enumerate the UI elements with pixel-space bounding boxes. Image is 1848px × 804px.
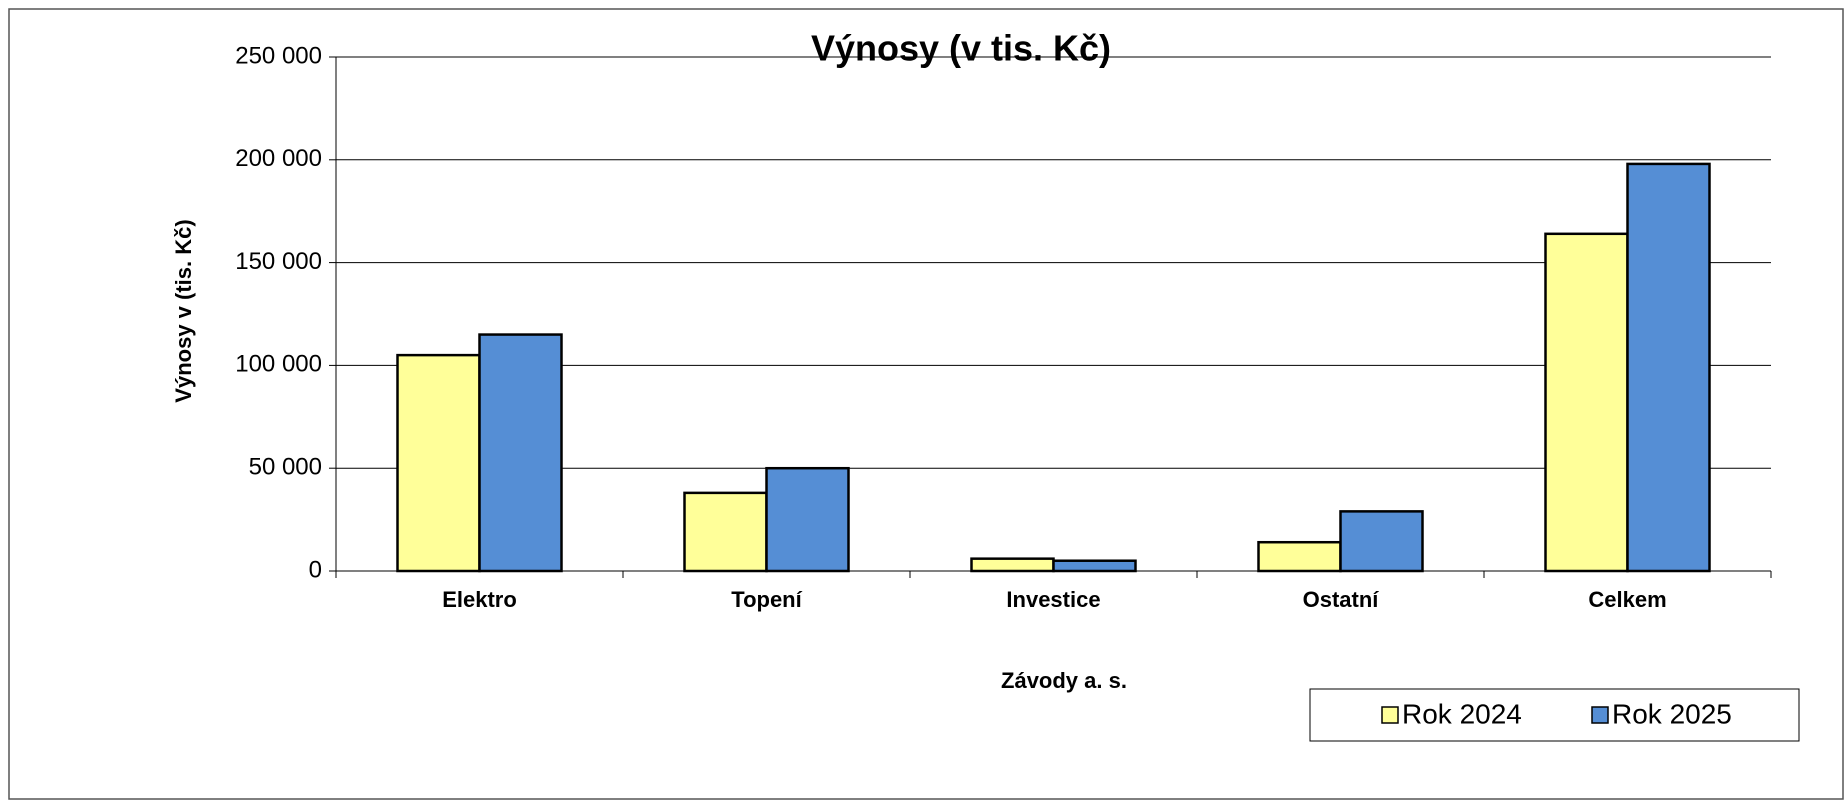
legend-label: Rok 2024 bbox=[1402, 698, 1522, 729]
legend-swatch bbox=[1381, 706, 1399, 724]
bar bbox=[1544, 232, 1629, 573]
legend-label: Rok 2025 bbox=[1612, 698, 1732, 729]
bar bbox=[396, 353, 481, 573]
y-tick-label: 150 000 bbox=[235, 248, 322, 275]
x-axis-label: Závody a. s. bbox=[1001, 668, 1127, 693]
y-tick-label: 250 000 bbox=[235, 42, 322, 69]
bar bbox=[1339, 510, 1424, 573]
bar bbox=[1052, 559, 1137, 573]
chart-frame bbox=[8, 8, 1844, 800]
y-tick-label: 200 000 bbox=[235, 145, 322, 172]
y-axis-label: Výnosy v (tis. Kč) bbox=[171, 219, 196, 402]
x-tick-label: Ostatní bbox=[1303, 587, 1380, 612]
bar bbox=[1257, 540, 1342, 573]
x-tick-label: Topení bbox=[731, 587, 802, 612]
x-tick-label: Celkem bbox=[1588, 587, 1666, 612]
bar bbox=[970, 557, 1055, 573]
bar bbox=[1626, 162, 1711, 573]
y-tick-label: 0 bbox=[309, 556, 322, 583]
y-tick-label: 50 000 bbox=[249, 454, 322, 481]
bar bbox=[478, 333, 563, 573]
legend-swatch bbox=[1591, 706, 1609, 724]
x-tick-label: Investice bbox=[1006, 587, 1100, 612]
y-tick-label: 100 000 bbox=[235, 351, 322, 378]
bar bbox=[683, 491, 768, 573]
chart-title: Výnosy (v tis. Kč) bbox=[811, 28, 1111, 69]
x-tick-label: Elektro bbox=[442, 587, 517, 612]
bar bbox=[765, 466, 850, 573]
